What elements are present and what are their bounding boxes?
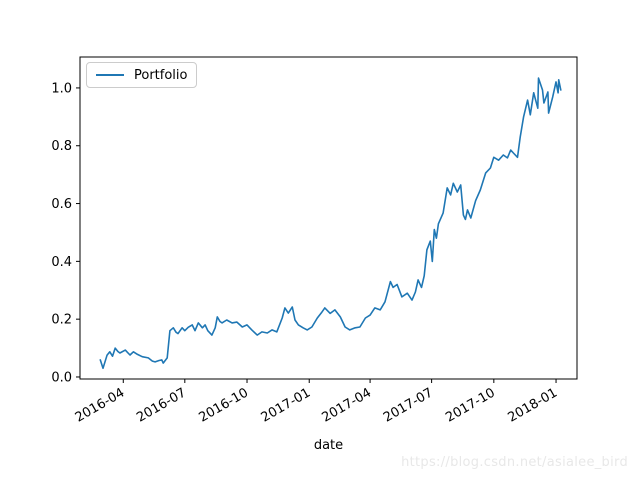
legend-series-label: Portfolio bbox=[134, 67, 188, 83]
y-tick-label: 0.6 bbox=[51, 197, 72, 212]
x-tick-label: 2018-01 bbox=[505, 385, 560, 425]
x-tick-label: 2017-10 bbox=[443, 385, 498, 425]
x-tick-label: 2017-07 bbox=[381, 385, 436, 425]
y-tick-label: 0.8 bbox=[51, 139, 72, 154]
y-tick-label: 1.0 bbox=[51, 81, 72, 96]
x-tick-label: 2017-01 bbox=[259, 385, 314, 425]
y-tick-label: 0.2 bbox=[51, 313, 72, 328]
y-tick-label: 0.0 bbox=[51, 370, 72, 385]
x-axis-title: date bbox=[313, 438, 344, 453]
x-tick-label: 2016-04 bbox=[73, 385, 128, 425]
legend-line-sample bbox=[96, 74, 124, 76]
plot-border bbox=[79, 56, 578, 380]
watermark-text: https://blog.csdn.net/asialee_bird bbox=[401, 455, 628, 470]
y-tick-label: 0.4 bbox=[51, 255, 72, 270]
x-tick-label: 2016-10 bbox=[196, 385, 251, 425]
x-tick-label: 2017-04 bbox=[320, 385, 375, 425]
x-tick-label: 2016-07 bbox=[134, 385, 189, 425]
portfolio-line bbox=[99, 77, 562, 370]
legend: Portfolio bbox=[86, 62, 198, 88]
